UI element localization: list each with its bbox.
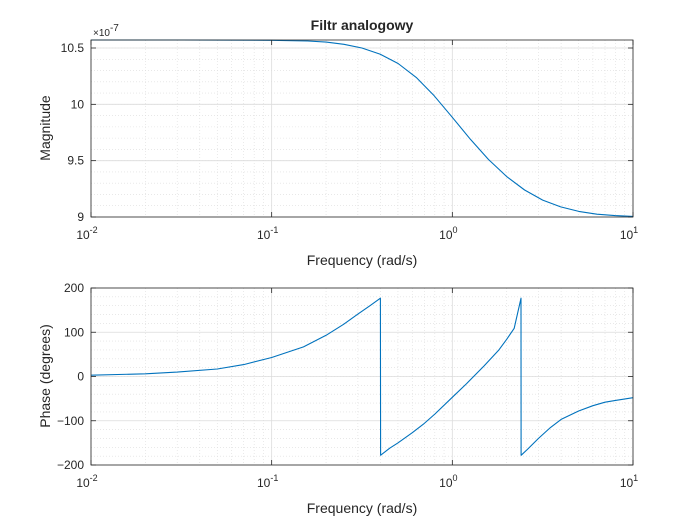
phase-xtick-label: 101 xyxy=(620,473,638,490)
magnitude-axes: 10-2 10-1 100 101 9 9.5 10 10.5 Filtr analogowy… xyxy=(37,17,638,268)
magnitude-ytick-label: 9.5 xyxy=(67,154,84,168)
magnitude-response-line xyxy=(91,39,634,217)
phase-axes: 10-2 10-1 100 101 −200 −100 0 100 200 Frequency … xyxy=(37,281,638,516)
magnitude-ylabel: Magnitude xyxy=(37,95,53,161)
magnitude-exponent: ×10-7 xyxy=(93,23,119,39)
magnitude-plot-area xyxy=(91,40,633,217)
magnitude-title: Filtr analogowy xyxy=(311,17,414,33)
magnitude-xtick-label: 10-2 xyxy=(76,225,97,242)
phase-xtick-label: 10-1 xyxy=(257,473,278,490)
magnitude-ytick-label: 9 xyxy=(77,210,84,224)
magnitude-ticks: 10-2 10-1 100 101 9 9.5 10 10.5 xyxy=(61,40,638,242)
magnitude-xlabel: Frequency (rad/s) xyxy=(307,252,417,268)
phase-ticks: 10-2 10-1 100 101 −200 −100 0 100 200 xyxy=(57,281,638,490)
phase-ylabel: Phase (degrees) xyxy=(37,324,53,428)
magnitude-axes-box xyxy=(90,39,634,218)
magnitude-xtick-label: 10-1 xyxy=(257,225,278,242)
magnitude-ytick-label: 10.5 xyxy=(61,41,85,55)
magnitude-series xyxy=(91,39,634,217)
phase-ytick-label: 200 xyxy=(64,281,84,295)
phase-xtick-label: 100 xyxy=(439,473,457,490)
phase-response-line xyxy=(90,297,634,456)
magnitude-xtick-label: 101 xyxy=(620,225,638,242)
magnitude-ytick-label: 10 xyxy=(71,97,85,111)
phase-ytick-label: −100 xyxy=(57,414,84,428)
phase-series xyxy=(90,297,634,456)
phase-grid xyxy=(90,287,634,466)
phase-xlabel: Frequency (rad/s) xyxy=(307,500,417,516)
phase-ytick-label: 100 xyxy=(64,325,84,339)
phase-ytick-label: −200 xyxy=(57,458,84,472)
phase-ytick-label: 0 xyxy=(77,370,84,384)
phase-xtick-label: 10-2 xyxy=(76,473,97,490)
magnitude-xtick-label: 100 xyxy=(439,225,457,242)
